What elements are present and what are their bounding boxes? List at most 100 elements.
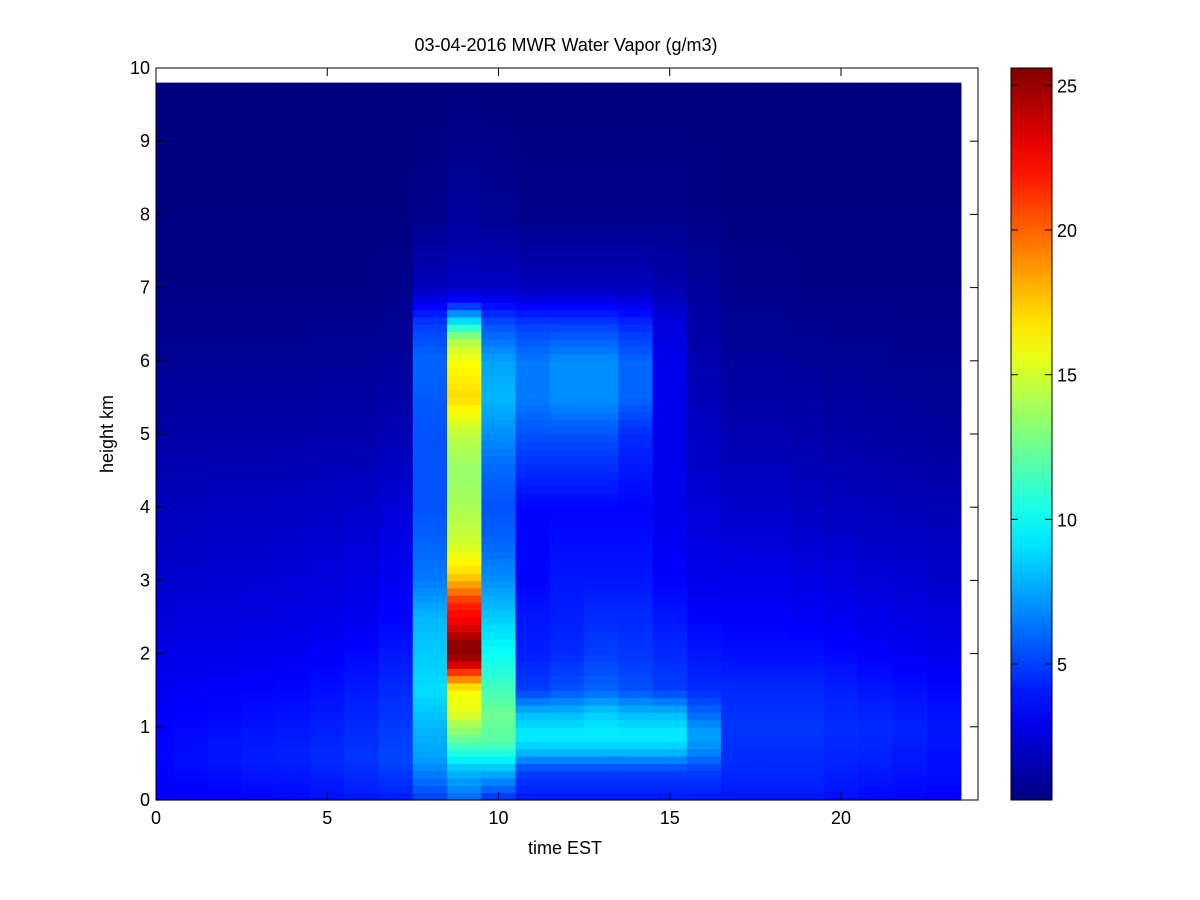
heatmap-cell [858, 668, 893, 677]
heatmap-cell [686, 214, 722, 223]
heatmap-cell [686, 712, 722, 721]
heatmap-cell [823, 258, 859, 267]
heatmap-cell [858, 441, 893, 450]
heatmap-cell [584, 397, 619, 406]
heatmap-cell [823, 675, 859, 684]
heatmap-cell [721, 697, 756, 706]
heatmap-cell [241, 287, 277, 296]
heatmap-cell [755, 514, 791, 523]
heatmap-cell [378, 734, 414, 743]
heatmap-cell [241, 331, 277, 340]
heatmap-cell [481, 565, 517, 574]
heatmap-cell [892, 448, 928, 457]
heatmap-cell [173, 331, 208, 340]
heatmap-cell [344, 309, 380, 318]
heatmap-cell [156, 375, 174, 384]
heatmap-cell [310, 631, 345, 640]
heatmap-cell [515, 104, 551, 113]
heatmap-cell [378, 470, 414, 479]
heatmap-cell [858, 573, 893, 581]
heatmap-cell [515, 360, 551, 369]
heatmap-cell [584, 668, 619, 677]
heatmap-cell [173, 558, 208, 567]
heatmap-cell [378, 514, 414, 523]
heatmap-cell [481, 126, 517, 135]
heatmap-cell [892, 719, 928, 728]
heatmap-cell [156, 704, 174, 713]
heatmap-cell [310, 543, 345, 552]
heatmap-cell [721, 485, 756, 494]
heatmap-cell [344, 119, 380, 128]
heatmap-cell [858, 697, 893, 706]
heatmap-cell [344, 543, 380, 552]
heatmap-cell [652, 331, 688, 340]
heatmap-cell [447, 507, 482, 516]
heatmap-cell [858, 434, 893, 442]
heatmap-cell [310, 404, 345, 413]
heatmap-cell [447, 609, 482, 618]
heatmap-cell [310, 756, 345, 764]
heatmap-cell [584, 419, 619, 428]
heatmap-cell [892, 119, 928, 128]
heatmap-cell [823, 455, 859, 464]
heatmap-cell [156, 294, 174, 303]
heatmap-cell [173, 682, 208, 691]
heatmap-cell [207, 770, 243, 779]
heatmap-cell [412, 338, 448, 347]
heatmap-cell [310, 170, 345, 179]
heatmap-cell [378, 192, 414, 201]
heatmap-cell [515, 280, 551, 289]
heatmap-cell [344, 668, 380, 677]
heatmap-cell [378, 434, 414, 442]
heatmap-cell [173, 675, 208, 684]
heatmap-cell [241, 726, 277, 735]
heatmap-cell [173, 243, 208, 252]
heatmap-cell [584, 426, 619, 435]
heatmap-cell [823, 382, 859, 391]
heatmap-cell [755, 609, 791, 618]
heatmap-cell [378, 558, 414, 567]
heatmap-cell [156, 126, 174, 135]
heatmap-cell [310, 573, 345, 581]
heatmap-cell [686, 726, 722, 735]
heatmap-cell [823, 734, 859, 743]
heatmap-cell [447, 536, 482, 545]
heatmap-cell [823, 485, 859, 494]
heatmap-cell [686, 294, 722, 303]
heatmap-cell [156, 719, 174, 728]
heatmap-cell [549, 346, 585, 355]
heatmap-cell [241, 609, 277, 618]
heatmap-cell [721, 690, 756, 699]
heatmap-cell [686, 382, 722, 391]
heatmap-cell [618, 521, 654, 530]
heatmap-cell [686, 697, 722, 706]
heatmap-cell [207, 89, 243, 98]
heatmap-cell [618, 668, 654, 677]
heatmap-cell [344, 660, 380, 669]
heatmap-cell [481, 507, 517, 516]
heatmap-cell [447, 741, 482, 750]
heatmap-cell [789, 638, 825, 647]
heatmap-cell [858, 148, 893, 157]
y-axis-label: height km [97, 395, 117, 473]
heatmap-cell [447, 119, 482, 128]
heatmap-cell [926, 719, 962, 728]
heatmap-cell [156, 258, 174, 267]
heatmap-cell [789, 521, 825, 530]
heatmap-cell [378, 631, 414, 640]
heatmap-cell [241, 353, 277, 362]
heatmap-cell [515, 719, 551, 728]
heatmap-cell [378, 609, 414, 618]
heatmap-cell [378, 697, 414, 706]
heatmap-cell [789, 763, 825, 772]
heatmap-cell [584, 756, 619, 764]
heatmap-cell [412, 177, 448, 186]
heatmap-cell [823, 477, 859, 486]
heatmap-cell [755, 697, 791, 706]
heatmap-cell [892, 602, 928, 611]
heatmap-cell [618, 97, 654, 106]
heatmap-cell [755, 119, 791, 128]
heatmap-cell [344, 192, 380, 201]
heatmap-cell [652, 543, 688, 552]
